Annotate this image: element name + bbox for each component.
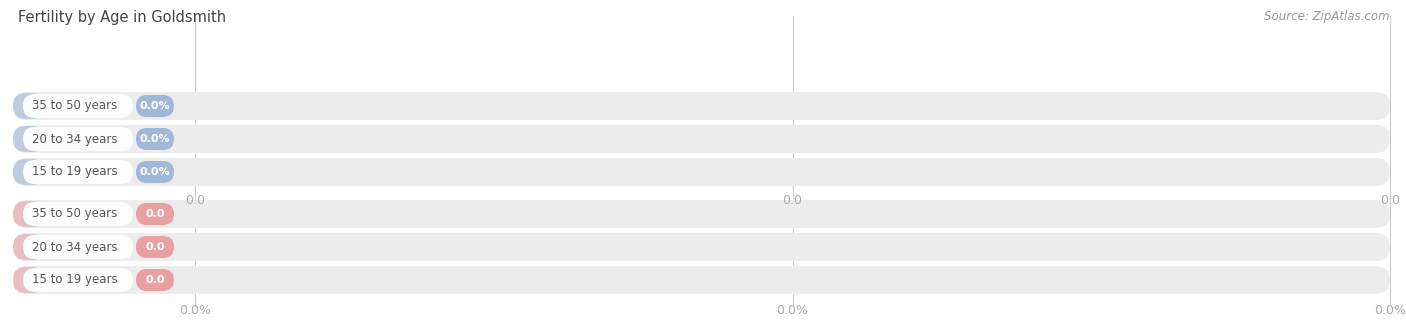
Text: 0.0%: 0.0% [139, 101, 170, 111]
Text: 20 to 34 years: 20 to 34 years [32, 241, 118, 254]
FancyBboxPatch shape [22, 268, 134, 292]
Text: 20 to 34 years: 20 to 34 years [32, 132, 118, 146]
FancyBboxPatch shape [22, 127, 134, 151]
Text: 35 to 50 years: 35 to 50 years [32, 208, 117, 220]
FancyBboxPatch shape [13, 159, 45, 185]
Text: 15 to 19 years: 15 to 19 years [32, 273, 118, 287]
FancyBboxPatch shape [13, 125, 1391, 153]
FancyBboxPatch shape [13, 233, 1391, 261]
Text: 0.0%: 0.0% [1374, 304, 1406, 316]
Text: 35 to 50 years: 35 to 50 years [32, 100, 117, 113]
Text: 0.0: 0.0 [145, 275, 165, 285]
Text: 0.0%: 0.0% [139, 167, 170, 177]
FancyBboxPatch shape [136, 95, 174, 117]
Text: 0.0%: 0.0% [179, 304, 211, 316]
FancyBboxPatch shape [13, 92, 1391, 120]
FancyBboxPatch shape [136, 128, 174, 150]
FancyBboxPatch shape [13, 201, 45, 227]
Text: 0.0: 0.0 [186, 194, 205, 207]
FancyBboxPatch shape [136, 269, 174, 291]
FancyBboxPatch shape [136, 236, 174, 258]
FancyBboxPatch shape [22, 160, 134, 184]
FancyBboxPatch shape [136, 161, 174, 183]
FancyBboxPatch shape [13, 234, 45, 260]
FancyBboxPatch shape [13, 267, 45, 293]
Text: Source: ZipAtlas.com: Source: ZipAtlas.com [1264, 10, 1389, 23]
FancyBboxPatch shape [22, 94, 134, 118]
Text: 0.0: 0.0 [145, 242, 165, 252]
FancyBboxPatch shape [13, 126, 45, 152]
FancyBboxPatch shape [13, 158, 1391, 186]
Text: 0.0: 0.0 [1381, 194, 1400, 207]
FancyBboxPatch shape [13, 200, 1391, 228]
Text: Fertility by Age in Goldsmith: Fertility by Age in Goldsmith [18, 10, 226, 25]
FancyBboxPatch shape [13, 93, 45, 119]
Text: 0.0%: 0.0% [139, 134, 170, 144]
Text: 0.0: 0.0 [783, 194, 803, 207]
FancyBboxPatch shape [136, 203, 174, 225]
FancyBboxPatch shape [13, 266, 1391, 294]
Text: 15 to 19 years: 15 to 19 years [32, 166, 118, 178]
Text: 0.0%: 0.0% [776, 304, 808, 316]
Text: 0.0: 0.0 [145, 209, 165, 219]
FancyBboxPatch shape [22, 202, 134, 226]
FancyBboxPatch shape [22, 235, 134, 259]
